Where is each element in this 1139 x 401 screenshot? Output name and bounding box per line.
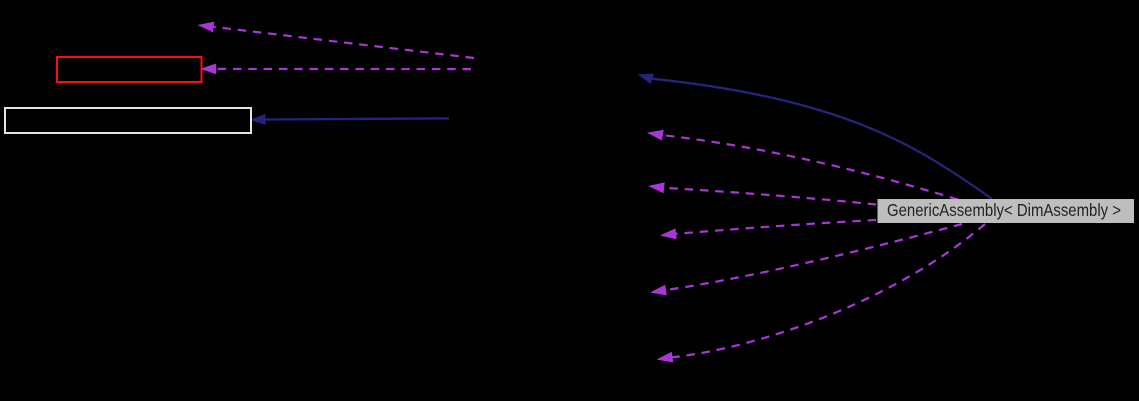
svg-text:GenericAssembly< DimAssembly >: GenericAssembly< DimAssembly > <box>887 200 1121 220</box>
